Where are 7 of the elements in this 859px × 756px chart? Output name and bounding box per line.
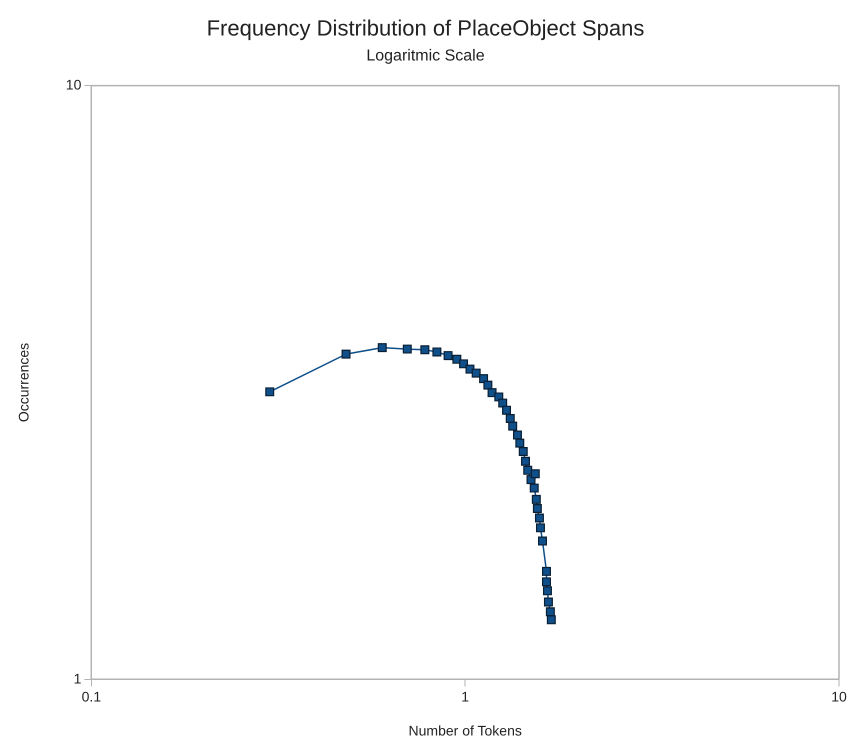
chart-title: Frequency Distribution of PlaceObject Spans — [206, 15, 644, 40]
x-tick-label: 1 — [461, 688, 470, 705]
chart-subtitle: Logaritmic Scale — [366, 47, 485, 64]
x-tick-label: 10 — [831, 688, 847, 705]
y-axis-title: Occurrences — [15, 342, 32, 422]
x-axis-title: Number of Tokens — [408, 722, 522, 738]
x-tick-label: 0.1 — [82, 688, 102, 705]
